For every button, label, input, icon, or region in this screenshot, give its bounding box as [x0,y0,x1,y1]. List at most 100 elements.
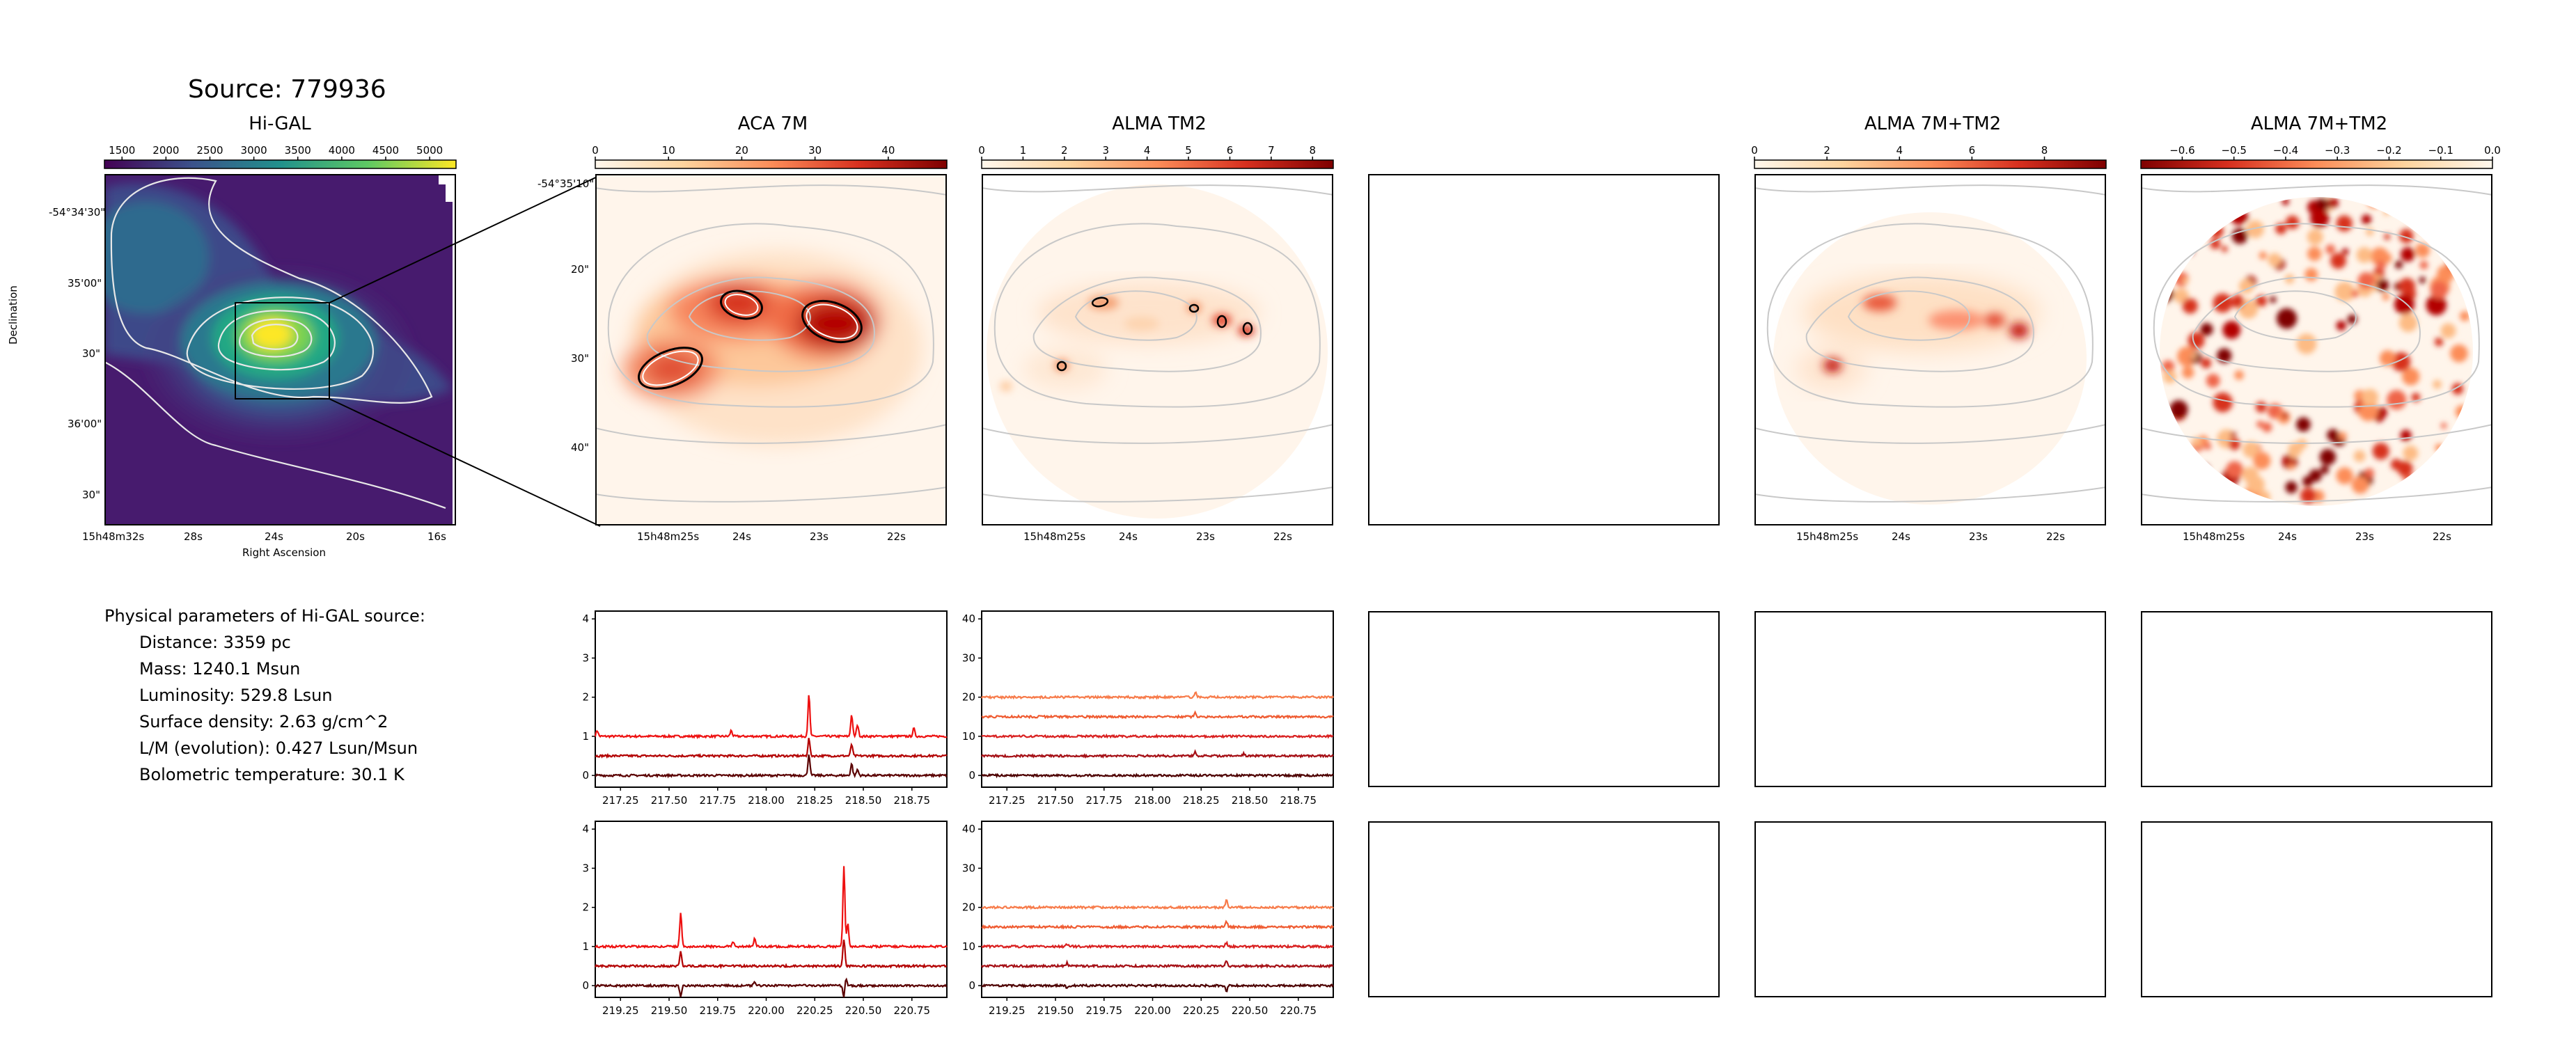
noise-blob [2434,338,2444,347]
neg-xtick-3: 22s [2433,530,2451,543]
combo-neg-map [2141,174,2492,525]
noise-blob [2398,278,2416,295]
noise-blob [2238,278,2254,294]
noise-blob [2411,393,2421,402]
xtick-label: 220.00 [1134,1004,1171,1017]
colorbar-tick-label: −0.5 [2221,144,2246,157]
tm2-spectrum-row1: 0 10 20 30 40 217.25 217.50 217.75 218.00 218.25 2… [962,610,1334,807]
noise-blob [2295,417,2311,432]
colorbar-tick-label: −0.2 [2376,144,2401,157]
colorbar-tick-label: 2 [1061,144,1068,157]
noise-blob [2226,461,2243,478]
tm2-xtick-0: 15h48m25s [1023,530,1086,543]
spectrum-line [981,899,1334,910]
combo-xtick-3: 22s [2046,530,2065,543]
spectrum-line [595,866,948,949]
noise-blob [2256,420,2264,428]
noise-blob [2300,487,2316,504]
noise-blob [2341,248,2349,255]
noise-blob [2382,293,2390,301]
noise-blob [2440,323,2456,339]
colorbar-combo: 0 2 4 6 8 [1751,144,2107,169]
noise-blob [2361,388,2379,406]
xtick-label: 217.50 [1037,794,1074,807]
noise-blob [2182,277,2189,285]
noise-blob [2401,367,2420,386]
xtick-label: 220.75 [894,1004,931,1017]
spectrum-line [981,733,1334,739]
noise-blob [2262,422,2272,432]
xtick-label: 217.75 [700,794,737,807]
xtick-label: 220.75 [1280,1004,1317,1017]
aca-ytick-2: 30" [571,352,589,365]
spectrum-line [595,939,948,970]
noise-blob [2330,253,2346,269]
colorbar-tick-label: 10 [662,144,675,157]
noise-blob [2228,438,2240,450]
colorbar-tick-label: 8 [1310,144,1317,157]
noise-blob [2231,295,2245,308]
xtick-label: 219.75 [700,1004,737,1017]
panel-title-hi-gal: Hi-GAL [249,113,311,134]
xtick-label: 218.25 [1183,794,1220,807]
noise-blob [2268,253,2282,267]
noise-blob [2372,443,2389,460]
noise-blob [2379,350,2396,367]
colorbar-tick-label: 0 [1751,144,1758,157]
spectrum-line [981,940,1334,950]
colorbar-tick-label: −0.6 [2169,144,2194,157]
noise-blob [2243,214,2249,221]
noise-blob [2433,379,2442,389]
noise-blob [2284,274,2295,284]
combo-xtick-1: 24s [1892,530,1910,543]
colorbar-tick-label: 4500 [372,144,399,157]
noise-blob [2450,344,2468,363]
xtick-label: 220.50 [1232,1004,1269,1017]
tm2-xtick-3: 22s [1273,530,1292,543]
empty-spectrum-panel [2141,821,2492,997]
plot-frame [595,821,948,998]
noise-blob [2356,247,2373,263]
hi-gal-xtick-3: 20s [346,530,365,543]
noise-blob [2353,450,2366,462]
noise-blob [2200,323,2213,336]
noise-blob [2338,432,2347,441]
ytick-label: 10 [962,730,975,743]
ytick-label: 3 [582,862,589,874]
ytick-label: 0 [968,979,975,992]
colorbar-tick-label: 6 [1227,144,1234,157]
noise-blob [2310,208,2330,228]
spectrum-line [594,695,948,740]
colorbar-tick-label: 20 [735,144,748,157]
noise-blob [2213,293,2233,313]
plot-frame [595,610,948,788]
noise-blob [2419,260,2428,269]
noise-blob [2319,449,2337,466]
aca-xtick-2: 23s [810,530,828,543]
colorbar-tick-label: 1 [1020,144,1027,157]
aca7m-spectrum-row1: 0 1 2 3 4 217.25 217.50 217.75 218.00 218.25 218.5… [582,610,948,807]
neg-xtick-2: 23s [2355,530,2374,543]
hi-gal-ytick-1: 35'00" [68,277,102,290]
ytick-label: 20 [962,691,975,704]
colorbar-tick-label: 8 [2041,144,2048,157]
colorbar-tm2: 0 1 2 3 4 5 6 7 8 [978,144,1334,169]
hi-gal-ytick-2: 30" [82,347,100,360]
colorbar-tick-label: 0 [592,144,599,157]
panel-title-combo-neg: ALMA 7M+TM2 [2250,113,2388,134]
xtick-label: 220.00 [748,1004,785,1017]
xtick-label: 218.75 [894,794,931,807]
noise-blob [2269,296,2277,303]
noise-blob [2243,441,2260,458]
ytick-label: 30 [962,862,975,874]
hi-gal-ytick-0: -54°34'30" [49,206,106,219]
hi-gal-xtick-2: 24s [265,530,283,543]
xtick-label: 219.25 [602,1004,639,1017]
noise-blob [2460,311,2470,322]
xtick-label: 219.75 [1086,1004,1123,1017]
colorbar-tick-label: 3500 [285,144,311,157]
ytick-label: 2 [582,901,589,914]
noise-blob [2364,468,2374,478]
noise-blob [2255,295,2268,307]
noise-blob [2190,353,2197,360]
